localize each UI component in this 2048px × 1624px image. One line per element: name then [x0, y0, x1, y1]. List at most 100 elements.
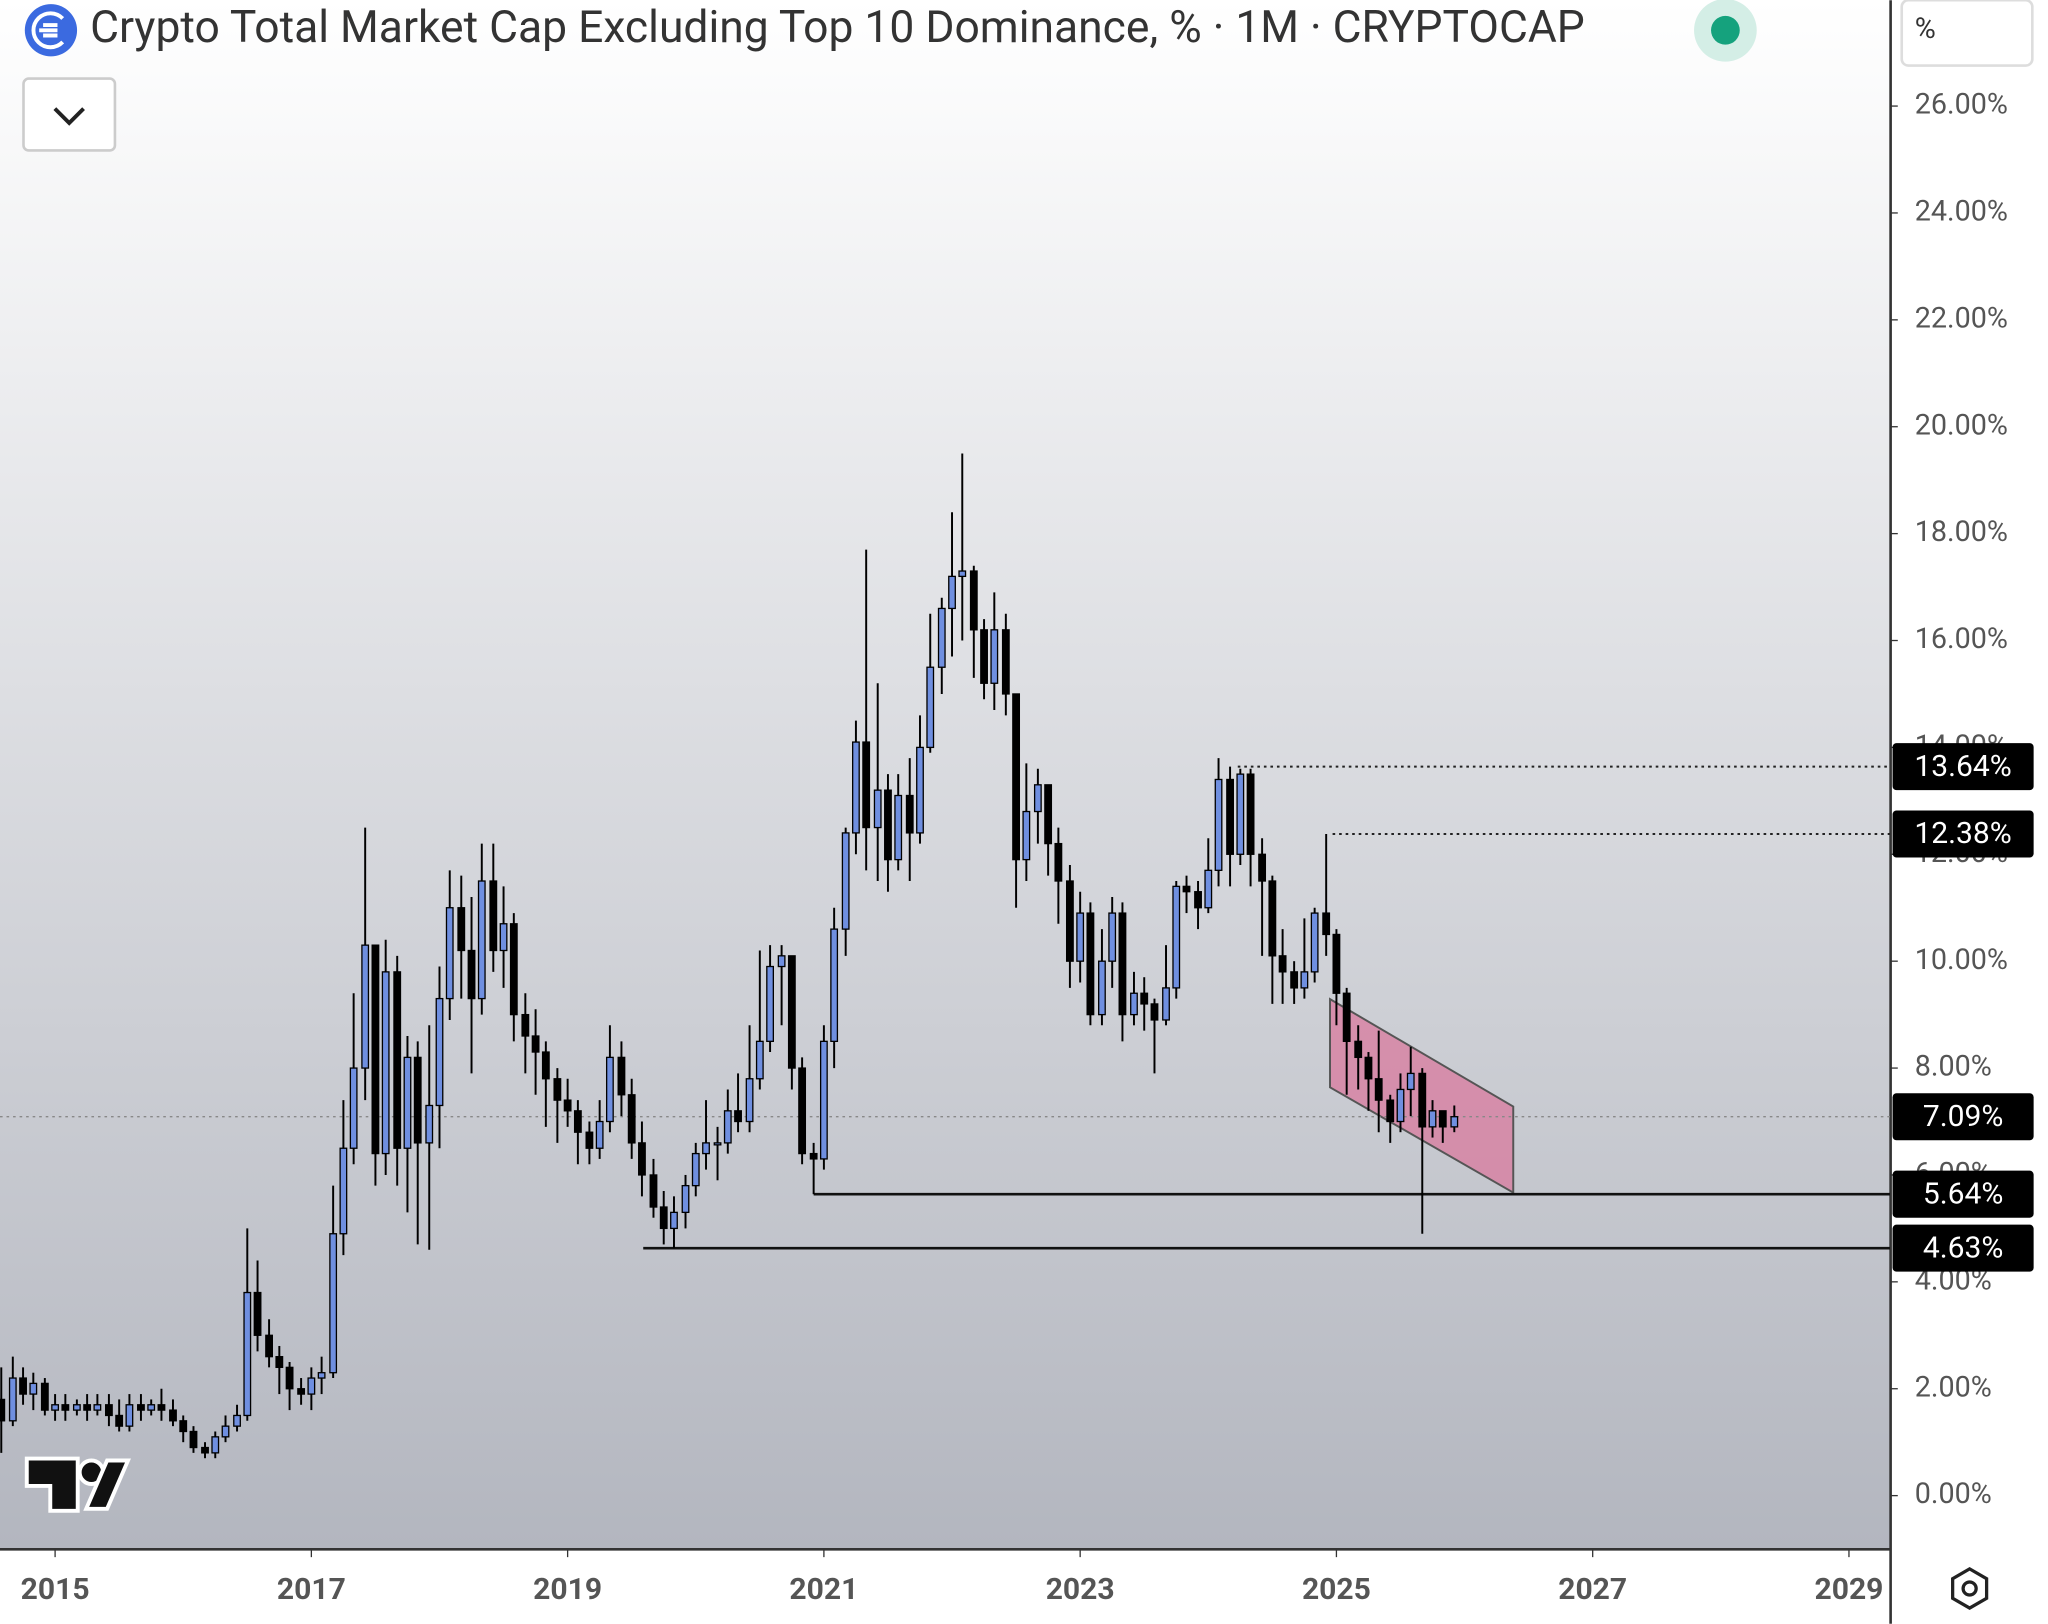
candle-body — [435, 997, 444, 1107]
candle-body — [830, 928, 839, 1042]
candle-body — [1396, 1088, 1405, 1123]
candle-body — [104, 1404, 113, 1417]
candle-body — [905, 794, 914, 834]
candle-body — [1322, 912, 1331, 936]
candle-body — [29, 1382, 38, 1395]
candle-body — [233, 1414, 241, 1427]
candle-body — [563, 1099, 572, 1112]
candle-body — [1076, 912, 1085, 962]
candle-body — [1364, 1056, 1373, 1080]
candle-body — [691, 1152, 700, 1187]
candle-body — [285, 1366, 294, 1390]
candle-body — [477, 880, 486, 1000]
candle-body — [1450, 1116, 1459, 1128]
candle-body — [1044, 784, 1053, 845]
candle-body — [137, 1404, 145, 1411]
candle-body — [1118, 912, 1127, 1016]
y-tick-label: 22.00% — [1915, 301, 2008, 335]
plot-background — [0, 0, 1890, 1549]
candle-body — [798, 1067, 807, 1155]
candle-body — [499, 923, 508, 952]
price-label-box — [1892, 1224, 2034, 1272]
status-dot — [1711, 15, 1740, 45]
candle-body — [0, 1398, 6, 1422]
candle-body — [211, 1436, 220, 1454]
candle-body — [937, 607, 946, 668]
price-label-box — [1892, 810, 2034, 858]
candle-body — [713, 1142, 722, 1146]
candle-body — [457, 907, 466, 952]
candle-body — [169, 1409, 177, 1422]
chart-title: Crypto Total Market Cap Excluding Top 10… — [90, 1, 1585, 53]
y-tick-label: 18.00% — [1915, 515, 2008, 549]
candle-body — [1098, 960, 1106, 1016]
y-tick-label: 2.00% — [1915, 1370, 1992, 1404]
candle-body — [72, 1404, 81, 1411]
candle-body — [585, 1131, 594, 1149]
candle-body — [201, 1446, 209, 1454]
candle-body — [787, 955, 796, 1069]
candle-body — [617, 1056, 626, 1096]
collapse-button[interactable] — [22, 77, 117, 152]
candle-body — [1022, 810, 1031, 861]
price-label-box — [1892, 1170, 2034, 1218]
candle-body — [531, 1035, 540, 1053]
candle-body — [317, 1372, 326, 1379]
candle-body — [1204, 869, 1213, 909]
candle-body — [1236, 773, 1245, 855]
candle-body — [19, 1377, 27, 1395]
candle-body — [1130, 992, 1138, 1016]
candle-body — [723, 1110, 732, 1144]
candle-body — [809, 1152, 818, 1160]
candle-body — [1182, 885, 1191, 893]
candle-body — [1290, 971, 1299, 989]
price-label: 5.64% — [1923, 1176, 2004, 1211]
candle-body — [509, 923, 518, 1016]
candle-body — [83, 1404, 92, 1411]
y-tick-label: 10.00% — [1915, 943, 2008, 977]
price-label: 7.09% — [1923, 1099, 2004, 1134]
candle-body — [179, 1420, 188, 1433]
candle-body — [1310, 912, 1319, 973]
candle-body — [595, 1120, 604, 1149]
candle-body — [115, 1414, 124, 1427]
candle-body — [1162, 987, 1170, 1021]
labels: 0.00%2.00%4.00%6.00%8.00%10.00%12.00%14.… — [21, 88, 2034, 1607]
candle-body — [755, 1040, 764, 1080]
candle-body — [541, 1051, 550, 1080]
candle-body — [381, 971, 390, 1155]
candle-body — [862, 741, 871, 829]
candle-body — [275, 1356, 284, 1369]
candle-body — [425, 1104, 434, 1144]
unit-box[interactable] — [1900, 0, 2034, 67]
candle-body — [1386, 1099, 1395, 1123]
y-tick-label: 8.00% — [1915, 1050, 1992, 1084]
candle-body — [894, 794, 903, 861]
y-tick-label: 0.00% — [1915, 1477, 1992, 1511]
candle-body — [51, 1404, 60, 1411]
candle-body — [841, 832, 850, 930]
candle-body — [1418, 1072, 1427, 1128]
candle-body — [8, 1377, 17, 1422]
x-tick-label: 2019 — [533, 1572, 602, 1607]
candle-body — [734, 1110, 742, 1123]
candle-body — [189, 1430, 198, 1449]
y-tick-label: 20.00% — [1915, 408, 2008, 442]
candle-body — [307, 1377, 316, 1395]
y-tick-label: 26.00% — [1915, 88, 2008, 122]
candle-body — [1332, 933, 1341, 994]
candle-body — [1374, 1078, 1383, 1101]
settings-icon[interactable] — [1951, 1567, 1989, 1610]
y-unit: % — [1915, 12, 1936, 46]
logo — [24, 1456, 131, 1513]
candle-body — [1268, 880, 1277, 957]
candle-body — [445, 907, 454, 1000]
candle-body — [243, 1291, 252, 1417]
candle-body — [1428, 1110, 1437, 1128]
candle-body — [766, 965, 774, 1042]
x-axis-panel — [0, 1549, 2048, 1624]
candle-body — [670, 1211, 678, 1230]
y-tick-label: 16.00% — [1915, 622, 2008, 656]
candle-body — [61, 1404, 70, 1411]
